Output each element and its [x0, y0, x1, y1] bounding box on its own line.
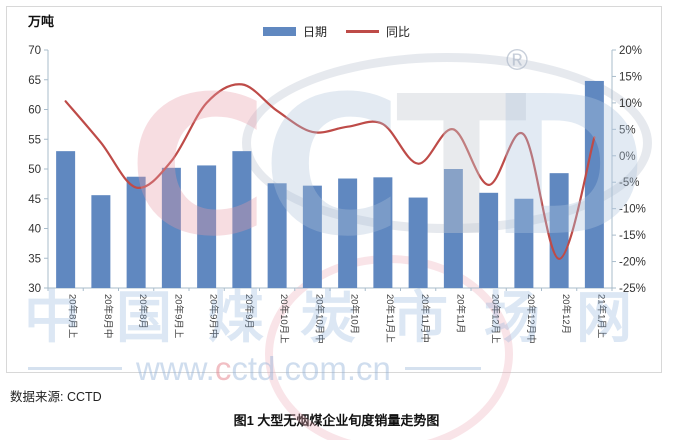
- x-axis-label: 20年8月中: [102, 294, 114, 338]
- x-axis-label: 20年11月中: [419, 294, 431, 343]
- left-axis-tick-label: 70: [28, 45, 41, 57]
- x-axis-label: 20年10月中: [313, 294, 325, 344]
- bar-20年9月上: [161, 167, 181, 288]
- x-axis-label: 20年8月: [137, 294, 149, 329]
- bar-20年10月上: [267, 183, 287, 288]
- left-axis-tick-label: 55: [28, 134, 41, 146]
- left-axis-tick-label: 60: [28, 105, 41, 117]
- chart-plot: 70 65 60 55 50 45 40 35 30 20% 15% 10% 5% 0% -5% -10% -1…: [28, 45, 646, 344]
- bar-20年12月中: [514, 198, 534, 288]
- x-axis-label: 20年12月中: [525, 294, 537, 344]
- x-axis-label: 21年1月上: [595, 294, 607, 339]
- bar-20年11月中: [408, 197, 428, 288]
- right-axis-tick-label: 20%: [619, 45, 642, 57]
- bar-20年12月上: [479, 192, 499, 288]
- left-axis-tick-label: 40: [28, 224, 41, 236]
- x-axis-label: 20年12月上: [490, 294, 502, 344]
- bar-20年8月: [126, 176, 146, 288]
- x-axis-label: 20年12月: [560, 294, 572, 334]
- figure-caption: 图1 大型无烟煤企业旬度销量走势图: [233, 413, 440, 428]
- bar-20年12月: [549, 173, 569, 288]
- left-axis-tick-label: 30: [28, 283, 41, 295]
- bar-20年11月上: [373, 177, 393, 288]
- left-axis-unit-label: 万吨: [28, 14, 55, 29]
- source-note: 数据来源: CCTD: [10, 390, 102, 404]
- left-axis-tick-label: 45: [28, 194, 41, 206]
- right-axis-tick-label: -25%: [619, 283, 646, 295]
- x-axis-label: 20年9月中: [208, 294, 220, 338]
- legend: 日期 同比: [0, 23, 673, 40]
- bar-20年9月中: [197, 165, 217, 288]
- right-axis-tick-label: 10%: [619, 98, 642, 110]
- legend-line-swatch-icon: [346, 30, 379, 33]
- right-axis-tick-label: -20%: [619, 257, 646, 269]
- right-axis-tick-label: -5%: [619, 177, 639, 189]
- x-axis-label: 20年11月上: [384, 294, 396, 343]
- legend-line-label: 同比: [386, 25, 411, 39]
- left-axis-tick-label: 50: [28, 164, 41, 176]
- left-axis-tick-label: 65: [28, 75, 41, 87]
- legend-bar-label: 日期: [302, 25, 327, 39]
- bar-20年10月中: [302, 185, 322, 288]
- right-axis-tick-label: -10%: [619, 204, 646, 216]
- yoy-line: [64, 83, 596, 261]
- right-axis-tick-label: 5%: [619, 124, 636, 136]
- bar-21年1月上: [584, 80, 604, 288]
- x-axis-label: 20年10月: [349, 294, 361, 334]
- right-axis-tick-label: 0%: [619, 151, 636, 163]
- bar-20年9月: [232, 151, 252, 288]
- x-axis-label: 20年10月上: [278, 294, 290, 344]
- legend-bar-swatch-icon: [262, 27, 296, 36]
- right-axis-tick-label: 15%: [619, 71, 642, 83]
- right-axis-tick-label: -15%: [619, 230, 646, 242]
- bar-20年10月: [338, 178, 358, 288]
- bar-20年8月上: [56, 151, 76, 288]
- x-axis-label: 20年9月: [243, 294, 255, 329]
- bar-20年8月中: [91, 195, 111, 288]
- x-axis-label: 20年11月: [454, 294, 466, 333]
- x-axis-label: 20年8月上: [67, 294, 79, 339]
- bar-20年11月: [443, 169, 463, 288]
- x-axis-label: 20年9月上: [172, 294, 184, 339]
- left-axis-tick-label: 35: [28, 253, 41, 265]
